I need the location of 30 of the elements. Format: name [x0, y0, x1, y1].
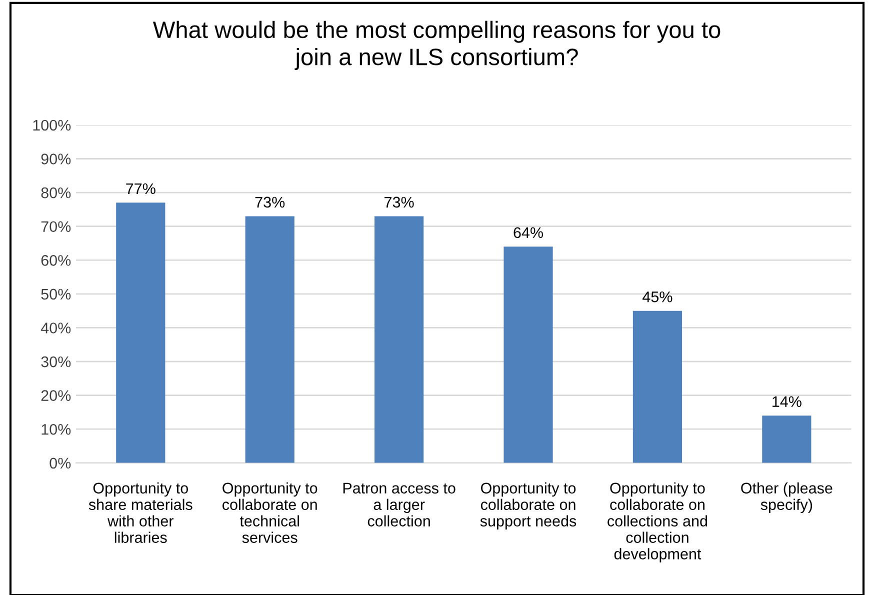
- y-tick-label: 50%: [41, 288, 71, 300]
- chart-title: What would be the most compelling reasons for you to join a new ILS consortium?: [152, 20, 720, 70]
- data-label: 73%: [384, 196, 414, 208]
- x-tick-label: Other (please specify): [741, 482, 832, 514]
- x-tick-label: Opportunity to collaborate on support needs: [480, 482, 576, 530]
- x-tick-label: Opportunity to share materials with other libraries: [88, 482, 192, 543]
- data-label: 14%: [772, 396, 802, 407]
- y-tick-label: 0%: [50, 458, 71, 469]
- x-tick-label: Opportunity to collaborate on collections and collection development: [608, 482, 708, 562]
- data-label: 73%: [255, 196, 285, 208]
- x-tick-label: Opportunity to collaborate on technical services: [222, 482, 318, 543]
- y-tick-label: 80%: [41, 187, 71, 198]
- data-label: 64%: [514, 227, 544, 238]
- x-tick-label: Patron access to a larger collection: [343, 482, 456, 526]
- y-tick-label: 40%: [40, 322, 71, 334]
- bar: [245, 216, 294, 463]
- data-label: 45%: [642, 292, 672, 302]
- y-tick-label: 70%: [41, 221, 71, 232]
- bar: [116, 202, 166, 463]
- y-tick-label: 20%: [41, 390, 71, 402]
- y-tick-label: 90%: [41, 154, 71, 164]
- y-tick-label: 100%: [33, 120, 71, 131]
- y-tick-label: 10%: [42, 424, 71, 435]
- y-tick-label: 30%: [41, 356, 71, 368]
- bar: [632, 310, 682, 463]
- data-label: 77%: [126, 183, 156, 194]
- bar: [762, 416, 812, 463]
- bar: [504, 246, 553, 463]
- bar: [374, 216, 424, 463]
- y-tick-label: 60%: [41, 255, 71, 266]
